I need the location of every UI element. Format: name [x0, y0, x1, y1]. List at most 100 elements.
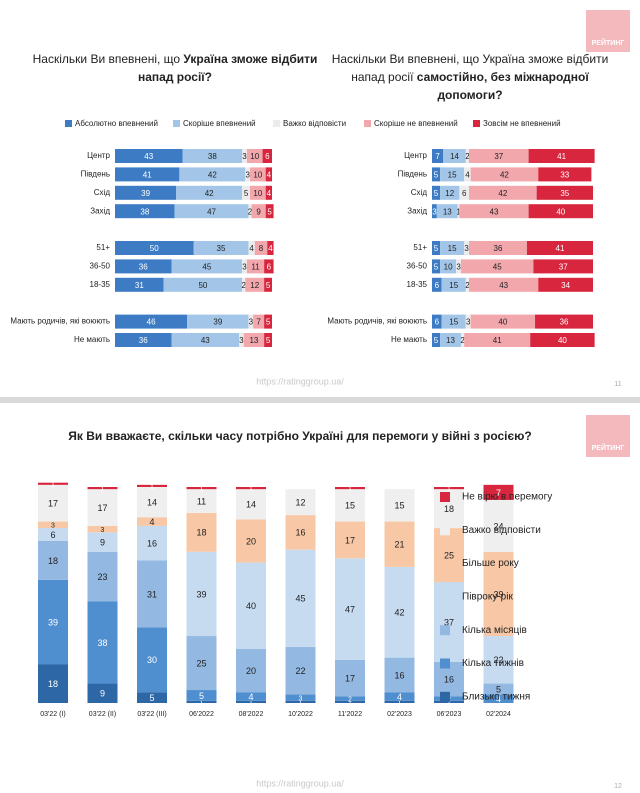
chart-title: допомоги?	[437, 88, 502, 102]
chart-title: Як Ви вважаєте, скільки часу потрібно Ук…	[68, 429, 531, 443]
bar-segment	[456, 259, 461, 274]
title-part: самостійно, без міжнародної	[417, 70, 590, 84]
bar-segment	[441, 314, 466, 329]
category-label: 03'22 (II)	[89, 711, 116, 718]
value-label: 1	[249, 700, 253, 707]
bar-segment	[265, 204, 274, 219]
value-label: 17	[345, 674, 355, 684]
value-label: 42	[394, 608, 404, 618]
value-label: 3	[101, 527, 105, 534]
value-label: 40	[246, 601, 256, 611]
bar-segment	[528, 204, 593, 219]
value-label: 33	[560, 171, 569, 180]
legend-swatch	[440, 591, 450, 602]
value-label: 40	[558, 336, 567, 345]
value-label: 17	[48, 499, 58, 509]
value-label: 3	[239, 336, 244, 345]
bar-segment	[236, 489, 266, 520]
bar-segment	[432, 241, 441, 255]
value-label: 5	[434, 189, 439, 198]
value-label: 39	[196, 589, 206, 599]
bar-segment	[236, 700, 266, 703]
category-label: 02'2023	[387, 711, 412, 718]
bar-segment	[530, 333, 595, 347]
value-label: 7	[256, 318, 261, 327]
bar-segment	[335, 659, 365, 697]
value-label: 5	[266, 336, 271, 345]
legend-swatch	[65, 120, 72, 127]
bar-segment	[538, 277, 593, 292]
value-label: 14	[246, 500, 256, 510]
bar-segment	[483, 499, 514, 552]
title-part: Наскільки Ви впевнені, що Україна зможе …	[332, 52, 609, 66]
bar-segment	[163, 277, 243, 292]
bar-segment	[432, 204, 437, 219]
value-label: 45	[295, 594, 305, 604]
value-label: 3	[464, 244, 469, 253]
bar-segment	[186, 551, 217, 637]
url: https://ratinggroup.ua/	[256, 778, 344, 788]
bar-segment	[236, 519, 266, 563]
bar-segment	[253, 314, 265, 329]
value-label: 12	[295, 497, 305, 507]
value-label: 17	[97, 503, 107, 513]
category-label: 18-35	[90, 280, 111, 289]
bar-segment	[265, 167, 272, 182]
value-label: 13	[443, 207, 452, 216]
bar-segment	[182, 149, 243, 163]
value-label: 1	[51, 482, 55, 489]
bar-segment	[236, 692, 266, 701]
value-label: 5	[244, 189, 249, 198]
bar-segment	[186, 512, 217, 552]
bar-segment	[465, 277, 470, 292]
bar-segment	[457, 204, 460, 219]
value-label: 4	[268, 244, 273, 253]
category-label: Мають родичів, які воюють	[327, 317, 427, 326]
bar-segment	[335, 700, 365, 703]
legend-swatch	[440, 525, 450, 536]
bar-segment	[265, 185, 272, 200]
value-label: 10	[253, 189, 262, 198]
value-label: 5	[434, 336, 439, 345]
category-label: 36-50	[407, 262, 428, 271]
bar-segment	[432, 167, 441, 182]
bar-segment	[432, 314, 442, 329]
value-label: 1	[447, 700, 451, 707]
bar-segment	[384, 489, 415, 522]
bar-segment	[440, 241, 465, 255]
value-label: 25	[196, 658, 206, 668]
bar-segment	[483, 636, 514, 684]
category-label: Мають родичів, які воюють	[10, 317, 110, 326]
value-label: 45	[202, 263, 211, 272]
value-label: 1	[200, 486, 204, 493]
bar-segment	[535, 314, 593, 329]
bar-segment	[432, 277, 442, 292]
value-label: 23	[97, 572, 107, 582]
value-label: 20	[246, 536, 256, 546]
value-label: 18	[196, 528, 206, 538]
bar-segment	[483, 683, 514, 695]
bar-segment	[242, 277, 246, 292]
bar-segment	[87, 525, 118, 533]
value-label: 16	[444, 675, 454, 685]
bar-segment	[137, 692, 167, 703]
bar-segment	[460, 333, 465, 347]
bar-segment	[483, 551, 514, 637]
bar-segment	[137, 560, 167, 628]
category-label: 51+	[96, 243, 110, 252]
legend-label: Важко відповісти	[283, 119, 346, 128]
bar-segment	[193, 241, 249, 255]
value-label: 4	[267, 189, 272, 198]
bar-segment	[171, 333, 240, 347]
bar-segment	[248, 314, 254, 329]
legend-swatch	[173, 120, 180, 127]
value-label: 16	[394, 670, 404, 680]
value-label: 39	[48, 617, 58, 627]
bar-segment	[115, 204, 175, 219]
value-label: 34	[561, 281, 570, 290]
value-label: 50	[198, 281, 207, 290]
bar-segment	[236, 562, 266, 649]
value-label: 10	[253, 171, 262, 180]
value-label: 5	[149, 693, 154, 703]
bar-segment	[186, 636, 217, 691]
